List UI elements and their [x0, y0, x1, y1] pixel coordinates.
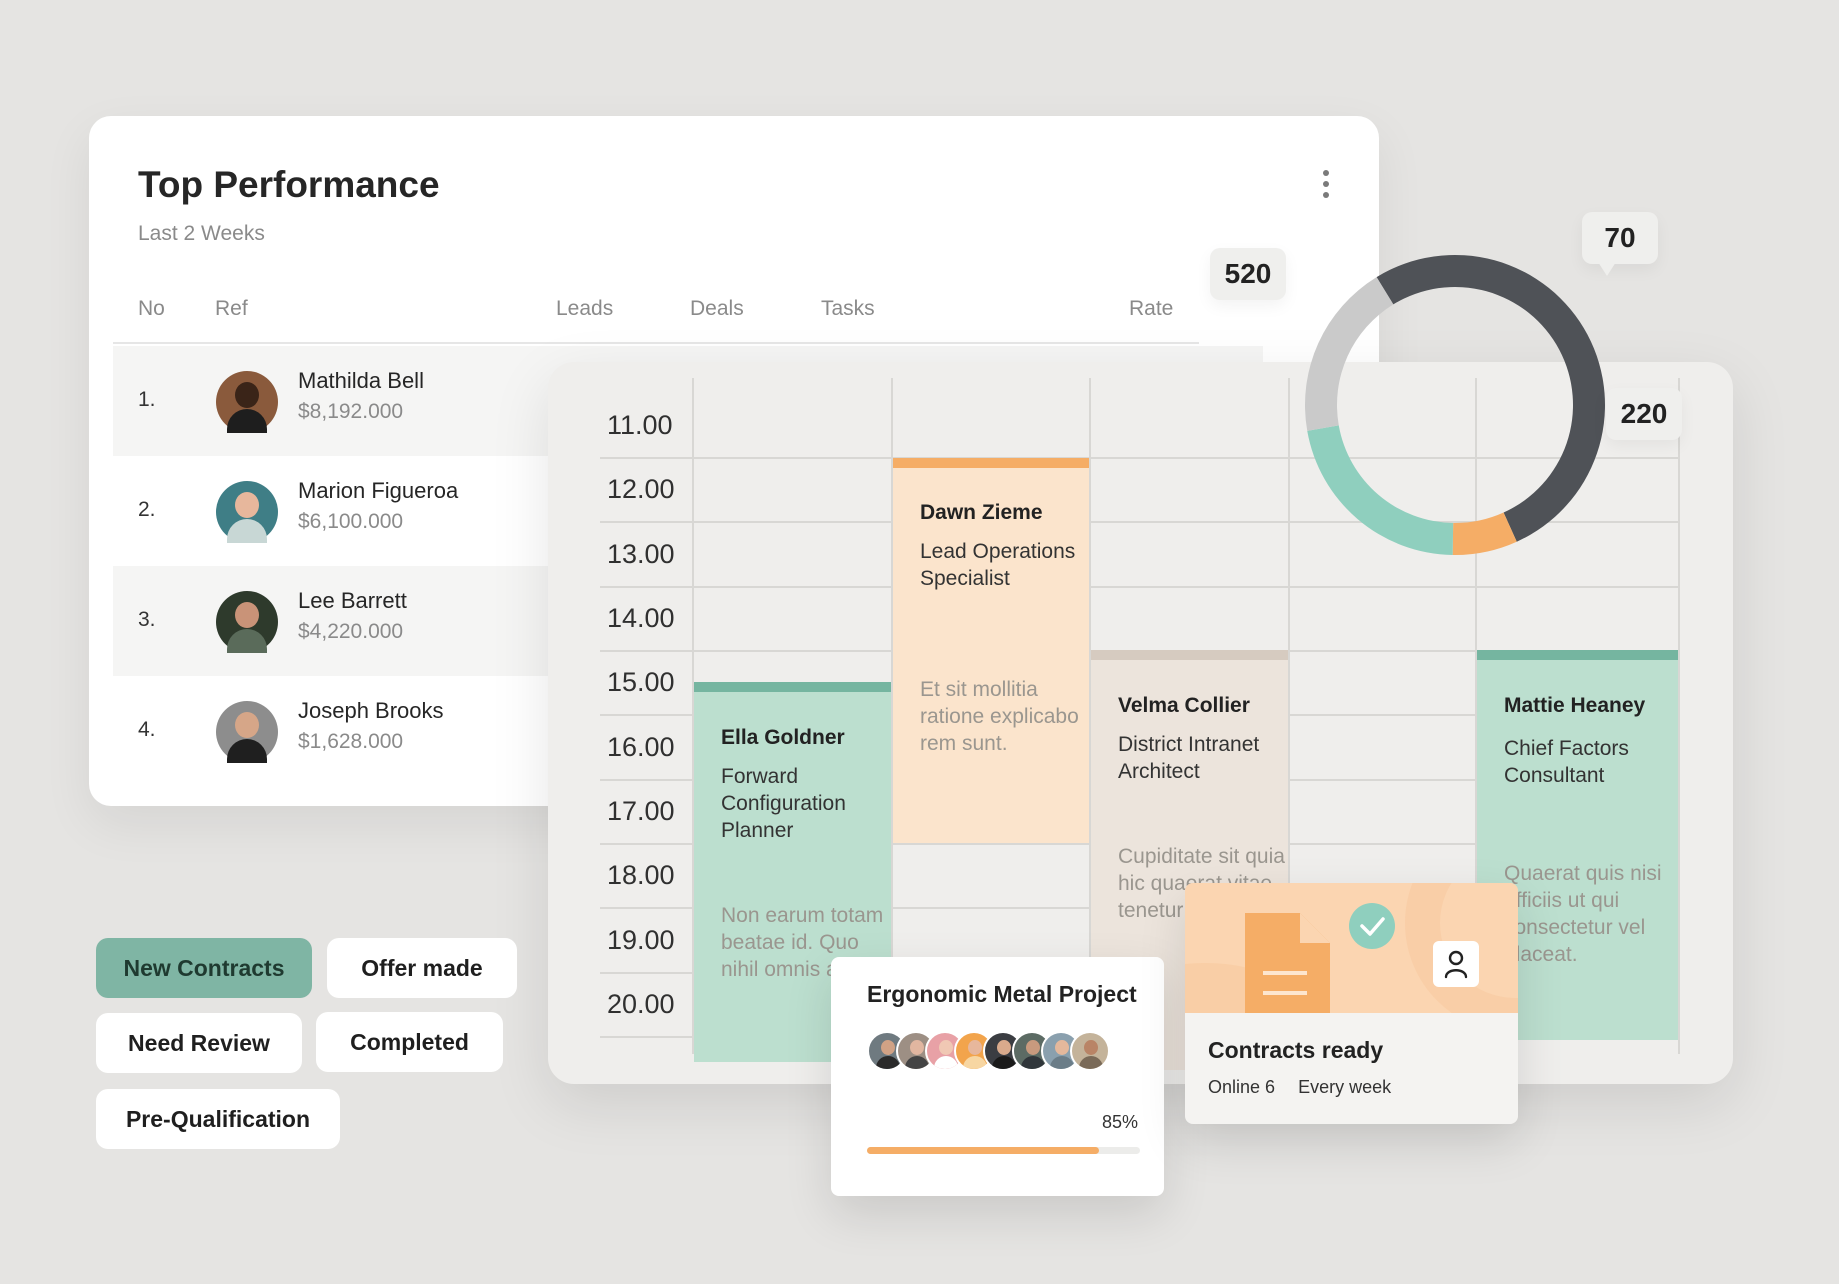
- donut-segment-dark: [1376, 255, 1605, 542]
- avatar: [925, 1031, 965, 1071]
- donut-segment-teal: [1307, 425, 1454, 555]
- more-options-icon[interactable]: [1319, 170, 1333, 204]
- grid-column-line: [1678, 378, 1680, 1054]
- contracts-illustration: [1185, 883, 1518, 1013]
- person-amount: $6,100.000: [298, 510, 404, 533]
- row-number: 2.: [138, 498, 156, 521]
- event-name: Dawn Zieme: [920, 501, 1043, 524]
- grid-column-line: [891, 378, 893, 1054]
- avatar: [216, 371, 278, 433]
- grid-line: [600, 521, 1680, 523]
- grid-column-line: [1288, 378, 1290, 1054]
- time-label: 20.00: [607, 989, 675, 1019]
- event-role: Lead Operations Specialist: [920, 540, 1076, 590]
- avatar: [1070, 1031, 1110, 1071]
- frequency-label: Every week: [1298, 1077, 1392, 1097]
- column-header-tasks: Tasks: [821, 297, 875, 320]
- user-icon: [1433, 941, 1479, 987]
- column-header-ref: Ref: [215, 297, 248, 320]
- event-block[interactable]: Dawn Zieme Lead Operations Specialist Et…: [893, 458, 1089, 843]
- card-title: Top Performance: [138, 164, 440, 205]
- column-header-leads: Leads: [556, 297, 614, 320]
- person-amount: $1,628.000: [298, 730, 404, 753]
- value-badge-220: 220: [1606, 388, 1682, 440]
- project-card[interactable]: Ergonomic Metal Project 85%: [831, 957, 1164, 1196]
- grid-column-line: [692, 378, 694, 1054]
- event-role: Forward Configuration Planner: [721, 765, 846, 842]
- row-number: 4.: [138, 718, 156, 741]
- avatar: [216, 591, 278, 653]
- person-name: Joseph Brooks: [298, 698, 444, 723]
- time-label: 19.00: [607, 925, 675, 955]
- event-note: Et sit mollitia ratione explicabo rem su…: [920, 678, 1079, 755]
- column-header-no: No: [138, 297, 165, 320]
- value-badge-520: 520: [1210, 248, 1286, 300]
- contracts-meta: Online 6 Every week: [1208, 1077, 1409, 1098]
- badge-pointer: [1598, 262, 1616, 276]
- status-completed-button[interactable]: Completed: [316, 1012, 503, 1072]
- donut-segment-gray: [1305, 277, 1394, 431]
- event-name: Ella Goldner: [721, 726, 845, 749]
- row-number: 3.: [138, 608, 156, 631]
- status-pre-qualification-button[interactable]: Pre-Qualification: [96, 1089, 340, 1149]
- table-row[interactable]: 4. Joseph Brooks $1,628.000: [113, 676, 1263, 786]
- status-offer-made-button[interactable]: Offer made: [327, 938, 517, 998]
- avatar: [216, 481, 278, 543]
- event-role: District Intranet Architect: [1118, 733, 1260, 783]
- event-name: Mattie Heaney: [1504, 694, 1646, 717]
- contracts-card[interactable]: Contracts ready Online 6 Every week: [1185, 883, 1518, 1124]
- person-name: Lee Barrett: [298, 588, 407, 613]
- progress-bar: [867, 1147, 1140, 1154]
- time-label: 14.00: [607, 603, 675, 633]
- grid-column-line: [1089, 378, 1091, 1054]
- value-badge-70: 70: [1582, 212, 1658, 264]
- time-label: 18.00: [607, 860, 675, 890]
- person-amount: $4,220.000: [298, 620, 404, 643]
- time-label: 12.00: [607, 474, 675, 504]
- event-name: Velma Collier: [1118, 694, 1250, 717]
- time-label: 13.00: [607, 539, 675, 569]
- event-role: Chief Factors Consultant: [1504, 737, 1629, 787]
- card-subtitle: Last 2 Weeks: [138, 222, 265, 245]
- avatar: [216, 701, 278, 763]
- time-label: 17.00: [607, 796, 675, 826]
- column-header-rate: Rate: [1129, 297, 1174, 320]
- donut-segments: [1305, 255, 1605, 555]
- progress-fill: [867, 1147, 1100, 1154]
- person-name: Marion Figueroa: [298, 478, 459, 503]
- person-amount: $8,192.000: [298, 400, 404, 423]
- event-note: Quaerat quis nisi officiis ut qui consec…: [1504, 862, 1662, 966]
- time-label: 11.00: [607, 410, 673, 440]
- progress-percent: 85%: [1101, 1112, 1138, 1132]
- grid-line: [600, 586, 1680, 588]
- time-label: 15.00: [607, 667, 675, 697]
- grid-column-line: [1475, 378, 1477, 1054]
- avatar: [896, 1031, 936, 1071]
- check-icon: [1349, 903, 1395, 949]
- document-icon: [1245, 913, 1330, 1013]
- contracts-title: Contracts ready: [1208, 1037, 1384, 1063]
- online-count: Online 6: [1208, 1077, 1276, 1097]
- table-row[interactable]: 2. Marion Figueroa $6,100.000: [113, 456, 1263, 566]
- row-number: 1.: [138, 388, 156, 411]
- grid-line: [600, 457, 1680, 459]
- event-block[interactable]: Mattie Heaney Chief Factors Consultant Q…: [1477, 650, 1678, 1040]
- time-label: 16.00: [607, 732, 675, 762]
- header-divider: [113, 342, 1199, 344]
- column-header-deals: Deals: [690, 297, 744, 320]
- donut-chart: [1305, 255, 1605, 555]
- status-need-review-button[interactable]: Need Review: [96, 1013, 302, 1073]
- person-name: Mathilda Bell: [298, 368, 424, 393]
- status-new-contracts-button[interactable]: New Contracts: [96, 938, 312, 998]
- donut-segment-orange: [1452, 512, 1517, 555]
- project-title: Ergonomic Metal Project: [867, 981, 1137, 1007]
